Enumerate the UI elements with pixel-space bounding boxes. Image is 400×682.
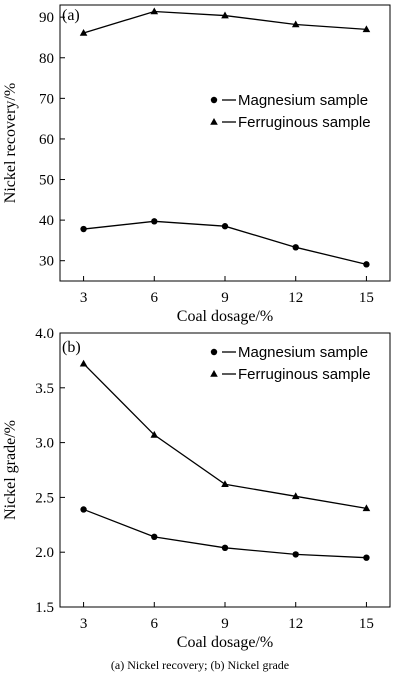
legend-marker-magnesium (210, 348, 218, 356)
legend-marker-magnesium (210, 96, 218, 104)
series-magnesium (80, 218, 370, 268)
y-tick-label: 4.0 (35, 326, 54, 342)
y-tick-label: 40 (39, 213, 54, 229)
y-tick-label: 3.0 (35, 436, 54, 452)
legend-entry-ferruginous: Ferruginous sample (210, 366, 371, 383)
data-point-ferruginous (221, 480, 229, 488)
x-axis-title: Coal dosage/% (177, 308, 273, 325)
x-tick-label: 6 (151, 616, 159, 632)
data-point-magnesium (151, 218, 158, 225)
legend-marker-ferruginous (210, 370, 218, 377)
legend-label-magnesium: Magnesium sample (238, 344, 368, 361)
data-point-magnesium (292, 551, 299, 558)
series-ferruginous (79, 7, 371, 36)
legend-marker-ferruginous (210, 118, 218, 125)
x-tick-label: 15 (359, 616, 374, 632)
data-point-ferruginous (150, 430, 159, 438)
y-tick-label: 70 (39, 91, 54, 107)
data-point-magnesium (221, 544, 229, 552)
data-point-ferruginous (79, 29, 88, 36)
data-point-magnesium (363, 261, 370, 268)
data-point-ferruginous (79, 359, 88, 367)
x-axis-title: Coal dosage/% (177, 634, 273, 651)
series-magnesium (80, 506, 370, 561)
legend-label-ferruginous: Ferruginous sample (238, 366, 371, 383)
panel-label: (a) (62, 7, 80, 24)
y-tick-label: 3.5 (35, 381, 54, 397)
y-axis-title: Nickel recovery/% (2, 83, 19, 203)
y-tick-label: 2.0 (35, 545, 54, 561)
data-point-ferruginous (221, 11, 229, 19)
y-axis-title: Nickel grade/% (2, 420, 19, 520)
legend-label-magnesium: Magnesium sample (238, 92, 368, 109)
x-tick-label: 9 (221, 290, 229, 306)
legend-label-ferruginous: Ferruginous sample (238, 114, 371, 131)
panel-label: (b) (62, 339, 81, 356)
x-tick-label: 9 (221, 616, 229, 632)
y-tick-label: 2.5 (35, 490, 54, 506)
legend-entry-ferruginous: Ferruginous sample (210, 114, 371, 131)
x-tick-label: 12 (288, 616, 303, 632)
x-tick-label: 3 (80, 616, 88, 632)
data-point-magnesium (80, 506, 87, 513)
figure-caption: (a) Nickel recovery; (b) Nickel grade (111, 658, 289, 672)
y-tick-label: 30 (39, 254, 54, 270)
x-tick-label: 6 (151, 290, 159, 306)
legend-entry-magnesium: Magnesium sample (210, 92, 368, 109)
plot-frame (59, 4, 391, 282)
data-point-magnesium (80, 225, 87, 233)
data-point-ferruginous (291, 20, 300, 28)
data-point-magnesium (221, 223, 229, 230)
y-tick-label: 1.5 (35, 600, 54, 616)
x-tick-label: 15 (359, 290, 374, 306)
data-point-magnesium (151, 533, 158, 541)
y-tick-label: 60 (39, 132, 54, 148)
x-tick-label: 12 (288, 290, 303, 306)
y-tick-label: 50 (39, 173, 54, 189)
legend-entry-magnesium: Magnesium sample (210, 344, 368, 361)
data-point-ferruginous (362, 25, 371, 33)
y-tick-label: 80 (39, 51, 54, 67)
data-point-magnesium (292, 244, 299, 251)
data-point-ferruginous (362, 504, 371, 512)
chart-panel-a: 3 6 9 12 15 30 40 50 60 70 80 90 Coal dosage/% Nickel… (2, 4, 391, 325)
y-tick-label: 90 (39, 10, 54, 26)
data-point-ferruginous (150, 7, 159, 15)
chart-panel-b: 3 6 9 12 15 1.5 2.0 2.5 3.0 3.5 4.0 Coal dosage/% Ni… (2, 326, 391, 651)
data-point-ferruginous (291, 492, 300, 500)
x-tick-label: 3 (80, 290, 88, 306)
series-ferruginous (79, 359, 371, 512)
data-point-magnesium (363, 554, 370, 561)
